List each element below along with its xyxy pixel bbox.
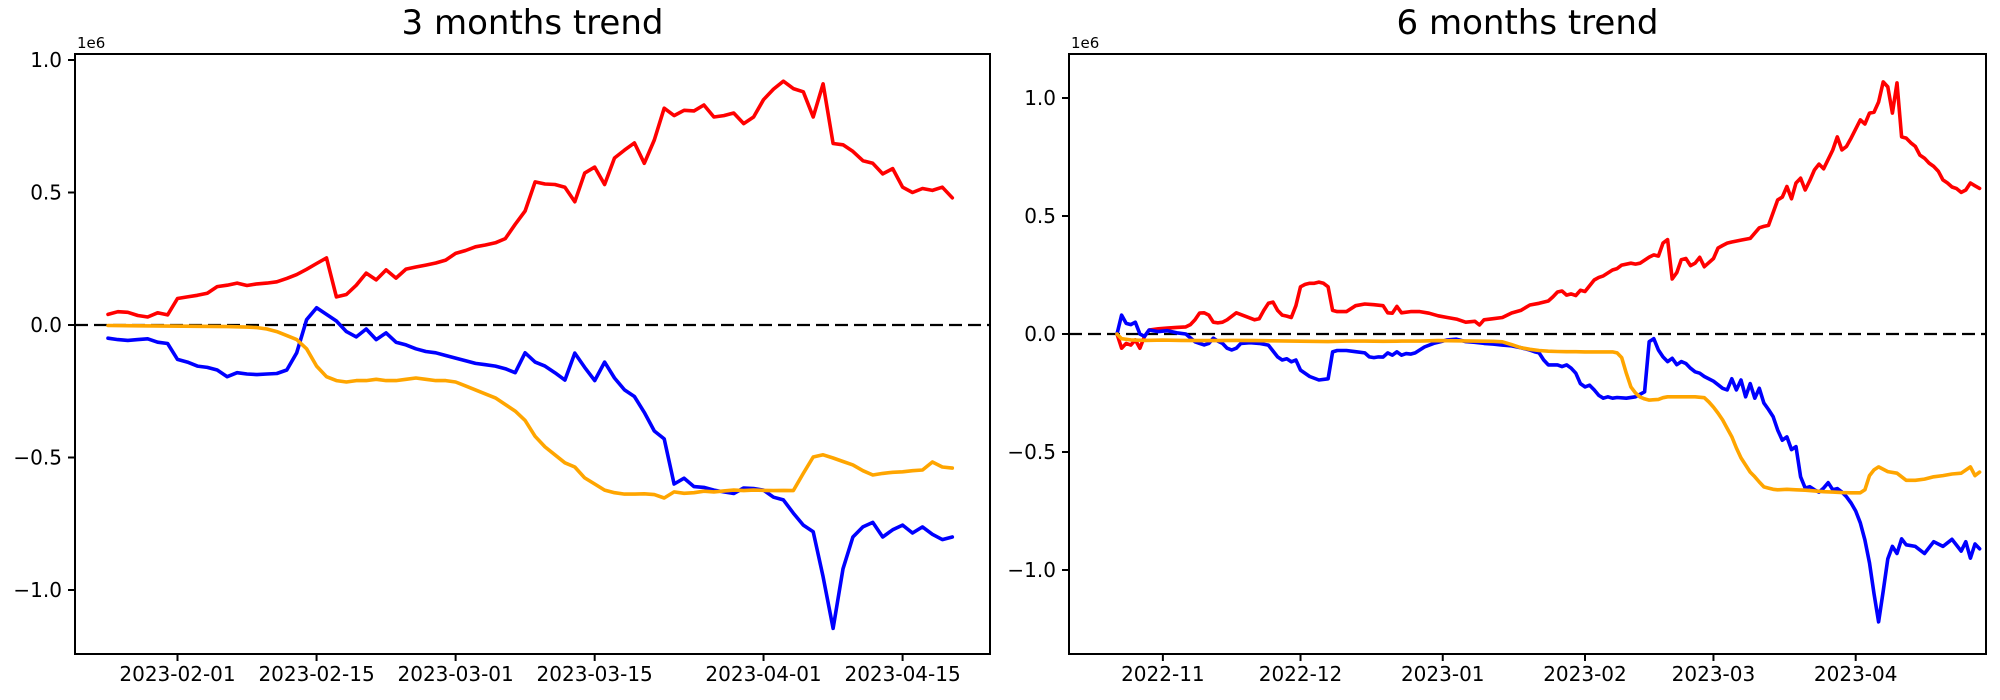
y-tick-label: −0.5 [13, 445, 62, 469]
y-tick-label: −0.5 [1007, 440, 1056, 464]
y-tick-label: 0.5 [30, 180, 62, 204]
x-tick-label: 2023-04-15 [844, 662, 960, 686]
y-tick-label: −1.0 [13, 578, 62, 602]
y-tick-label: 0.0 [1024, 322, 1056, 346]
x-tick-label: 2023-03 [1672, 662, 1756, 686]
x-tick-label: 2023-03-01 [398, 662, 514, 686]
series-line-blue [1115, 313, 1982, 624]
y-tick-label: 1.0 [1024, 86, 1056, 110]
y-tick-label: 1.0 [30, 48, 62, 72]
chart-title-3-months: 3 months trend [401, 3, 664, 43]
x-tick-label: 2023-04-01 [705, 662, 821, 686]
x-tick-label: 2023-02-01 [119, 662, 235, 686]
y-axis-offset-label-right: 1e6 [1071, 34, 1100, 52]
series-line-red [106, 79, 955, 319]
x-tick-label: 2022-12 [1259, 662, 1343, 686]
chart-title-6-months: 6 months trend [1396, 3, 1659, 43]
series-line-blue [106, 305, 955, 631]
y-tick-label: 0.0 [30, 313, 62, 337]
plot-frame [74, 53, 991, 655]
series-line-red [1115, 80, 1982, 351]
x-tick-label: 2022-11 [1121, 662, 1205, 686]
y-tick-label: −1.0 [1007, 558, 1056, 582]
series-line-orange [1115, 332, 1982, 495]
x-tick-label: 2023-03-15 [537, 662, 653, 686]
plot-frame [1068, 53, 1987, 655]
x-tick-label: 2023-02-15 [258, 662, 374, 686]
y-axis-offset-label-left: 1e6 [77, 34, 106, 52]
x-tick-label: 2023-02 [1543, 662, 1627, 686]
x-tick-label: 2023-01 [1401, 662, 1485, 686]
x-tick-label: 2023-04 [1814, 662, 1898, 686]
y-tick-label: 0.5 [1024, 204, 1056, 228]
series-line-orange [106, 323, 955, 500]
